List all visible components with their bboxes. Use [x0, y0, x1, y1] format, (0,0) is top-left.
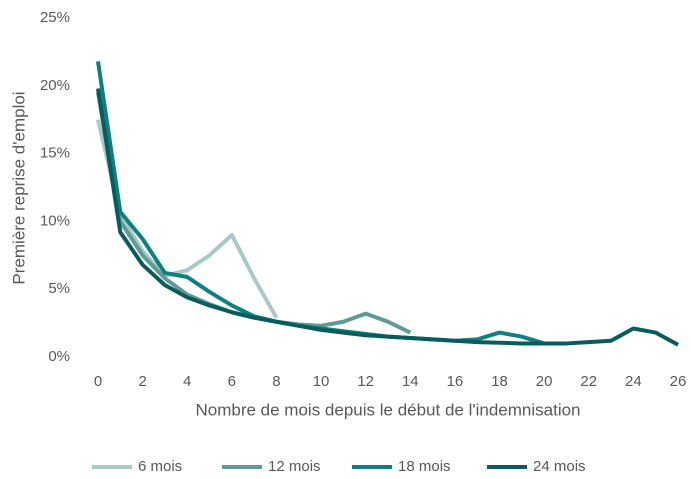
x-tick-label: 0: [94, 373, 102, 390]
legend-label: 6 mois: [138, 458, 182, 475]
x-tick-label: 14: [402, 373, 419, 390]
legend-label: 18 mois: [398, 458, 451, 475]
x-tick-label: 6: [228, 373, 236, 390]
series-line: [96, 88, 679, 347]
y-tick-label: 10%: [40, 212, 70, 229]
y-tick-label: 0%: [48, 348, 70, 365]
y-tick-label: 25%: [40, 9, 70, 26]
x-tick-label: 12: [357, 373, 374, 390]
x-tick-label: 8: [272, 373, 280, 390]
x-tick-label: 20: [536, 373, 553, 390]
x-tick-label: 16: [447, 373, 464, 390]
x-tick-label: 18: [491, 373, 508, 390]
y-tick-label: 15%: [40, 145, 70, 162]
x-tick-label: 10: [313, 373, 330, 390]
series-line: [96, 61, 545, 346]
y-axis-title: Première reprise d'emploi: [9, 91, 28, 284]
x-tick-label: 24: [625, 373, 642, 390]
series-line: [96, 92, 412, 335]
x-tick-label: 2: [138, 373, 146, 390]
x-axis-title: Nombre de mois depuis le début de l'inde…: [195, 400, 580, 419]
legend-label: 12 mois: [268, 458, 321, 475]
series-line: [96, 119, 279, 319]
x-tick-label: 26: [670, 373, 687, 390]
x-tick-label: 4: [183, 373, 191, 390]
x-tick-label: 22: [580, 373, 597, 390]
y-tick-label: 20%: [40, 77, 70, 94]
y-tick-label: 5%: [48, 280, 70, 297]
legend-label: 24 mois: [533, 458, 586, 475]
